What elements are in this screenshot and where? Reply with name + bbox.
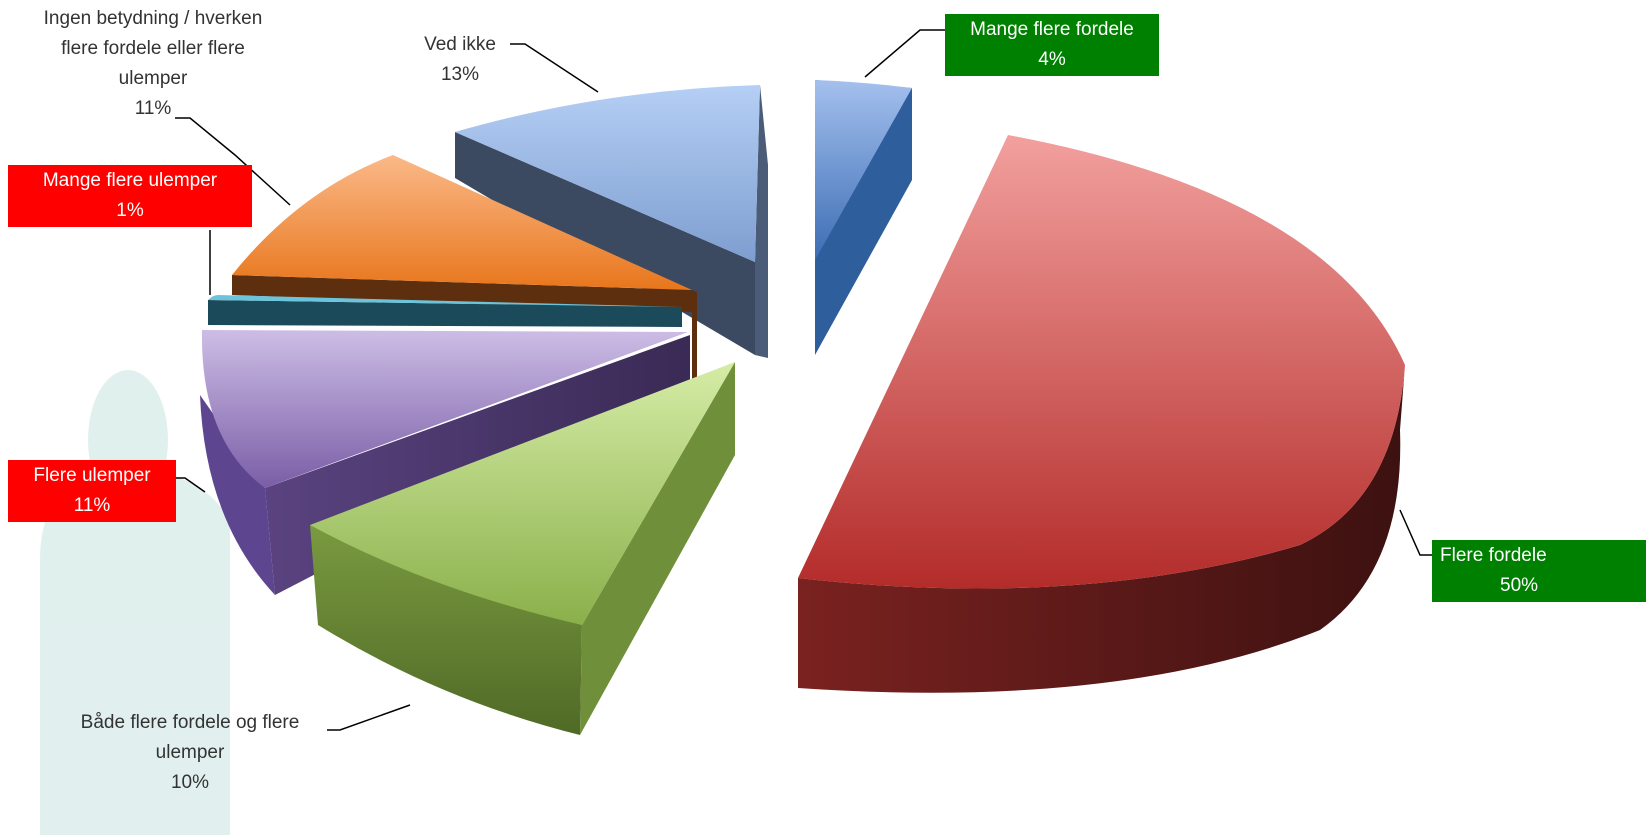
label-percent: 4% <box>1038 49 1066 70</box>
label-percent: 11% <box>73 495 111 516</box>
label-text: Flere ulemper <box>33 465 151 486</box>
leader-mange-flere-fordele <box>864 29 945 78</box>
label-percent: 1% <box>116 200 144 221</box>
slice-ingen-betydning <box>232 155 697 380</box>
label-mange-flere-fordele: Mange flere fordele 4% <box>945 14 1159 76</box>
label-text: Flere fordele <box>1440 545 1547 566</box>
slice-mange-flere-fordele <box>815 80 912 355</box>
label-text: flere fordele eller flere <box>61 38 245 59</box>
label-text: ulemper <box>118 68 188 89</box>
label-percent: 13% <box>440 64 480 85</box>
leader-ved-ikke <box>510 43 599 93</box>
label-percent: 11% <box>134 98 172 119</box>
label-text: Ved ikke <box>424 34 496 55</box>
leader-ingen <box>175 117 291 206</box>
slice-flere-fordele <box>798 135 1405 693</box>
label-flere-ulemper: Flere ulemper 11% <box>8 460 176 522</box>
slice-baade <box>310 362 735 735</box>
label-baade: Både flere fordele og flere ulemper 10% <box>45 708 335 798</box>
label-text: Ingen betydning / hverken <box>43 8 263 29</box>
label-mange-flere-ulemper: Mange flere ulemper 1% <box>8 165 252 227</box>
label-ved-ikke: Ved ikke 13% <box>405 30 515 90</box>
leader-baade <box>327 704 411 731</box>
label-flere-fordele: Flere fordele 50% <box>1432 540 1646 602</box>
label-percent: 10% <box>170 772 210 793</box>
label-text: Mange flere ulemper <box>42 170 218 191</box>
label-text: Mange flere fordele <box>970 19 1134 40</box>
slice-mange-flere-ulemper <box>208 295 682 327</box>
label-text: ulemper <box>155 742 225 763</box>
label-percent: 50% <box>1500 575 1539 596</box>
label-ingen-betydning: Ingen betydning / hverken flere fordele … <box>8 4 298 124</box>
leader-flere-fordele <box>1399 509 1432 556</box>
label-text: Både flere fordele og flere <box>80 712 300 733</box>
